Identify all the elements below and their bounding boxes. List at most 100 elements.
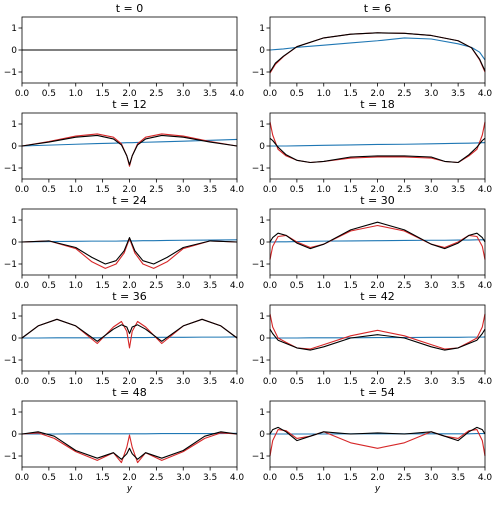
x-tick-label: 2.0: [122, 377, 137, 387]
y-tick-label: 0: [259, 334, 265, 344]
y-tick-label: 0: [11, 334, 17, 344]
x-tick-label: 1.0: [317, 185, 332, 195]
series-line-red: [269, 313, 486, 350]
x-tick-label: 3.0: [176, 473, 191, 483]
x-tick-label: 3.5: [203, 377, 217, 387]
x-tick-label: 2.5: [397, 473, 411, 483]
x-tick-label: 4.0: [230, 281, 245, 291]
y-tick-label: 0: [259, 430, 265, 440]
x-tick-label: 0.5: [42, 377, 56, 387]
y-tick-label: 0: [11, 46, 17, 56]
y-tick-label: −1: [4, 452, 17, 462]
y-tick-label: −1: [4, 68, 17, 78]
subplot-title: t = 0: [116, 2, 144, 15]
x-tick-label: 0.5: [290, 281, 304, 291]
x-tick-label: 2.0: [122, 281, 137, 291]
x-tick-label: 2.0: [122, 473, 137, 483]
axes-frame: [269, 16, 486, 84]
subplot-title: t = 42: [360, 290, 395, 303]
x-tick-label: 0.0: [15, 89, 30, 99]
x-tick-label: 0.0: [263, 281, 278, 291]
series-line-blue: [22, 432, 238, 435]
x-tick-label: 1.5: [343, 377, 357, 387]
x-tick-label: 2.5: [397, 281, 411, 291]
x-tick-label: 0.5: [42, 89, 56, 99]
subplot-title: t = 36: [112, 290, 147, 303]
x-tick-label: 1.0: [69, 89, 84, 99]
x-tick-label: 2.5: [397, 185, 411, 195]
x-tick-label: 3.5: [203, 281, 217, 291]
x-tick-label: 2.0: [122, 185, 137, 195]
y-tick-label: −1: [4, 356, 17, 366]
x-tick-label: 0.5: [290, 377, 304, 387]
x-tick-label: 3.0: [424, 89, 439, 99]
x-tick-label: 2.5: [149, 281, 163, 291]
x-tick-label: 1.0: [317, 473, 332, 483]
x-tick-label: 1.5: [95, 473, 109, 483]
y-tick-label: 1: [259, 216, 265, 226]
series-line-blue: [270, 336, 486, 339]
subplot: t = 0 0.0 0.5 1.0 1.5 2.0 2.5 3.0 3.5 4.0 −1 0 1: [4, 2, 245, 99]
x-tick-label: 3.5: [451, 377, 465, 387]
x-tick-label: 3.5: [451, 473, 465, 483]
x-tick-label: 2.0: [370, 89, 385, 99]
series-line-blue: [270, 239, 485, 243]
x-tick-label: 3.5: [203, 473, 217, 483]
x-tick-label: 1.0: [69, 281, 84, 291]
x-tick-label: 3.0: [176, 89, 191, 99]
x-tick-label: 1.5: [95, 89, 109, 99]
x-tick-label: 3.5: [451, 281, 465, 291]
x-tick-label: 0.5: [290, 473, 304, 483]
y-tick-label: 0: [259, 238, 265, 248]
y-tick-label: 1: [259, 120, 265, 130]
y-tick-label: 1: [11, 120, 17, 130]
x-tick-label: 0.5: [290, 185, 304, 195]
series-line-red: [21, 133, 238, 167]
y-tick-label: −1: [4, 260, 17, 270]
x-tick-label: 0.5: [290, 89, 304, 99]
x-tick-label: 4.0: [478, 473, 493, 483]
x-axis-label: y: [126, 484, 133, 494]
x-tick-label: 0.5: [42, 185, 56, 195]
x-tick-label: 0.0: [15, 377, 30, 387]
x-tick-label: 4.0: [478, 377, 493, 387]
x-tick-label: 0.5: [42, 281, 56, 291]
y-tick-label: −1: [252, 356, 265, 366]
subplot: t = 12 0.0 0.5 1.0 1.5 2.0 2.5 3.0 3.5 4.0 −1 0 1: [4, 98, 245, 195]
subplot-title: t = 6: [364, 2, 392, 15]
y-tick-label: 1: [259, 408, 265, 418]
x-tick-label: 2.5: [149, 473, 163, 483]
y-tick-label: 0: [11, 238, 17, 248]
x-tick-label: 3.5: [451, 89, 465, 99]
x-tick-label: 1.5: [343, 473, 357, 483]
series-line-blue: [269, 37, 486, 61]
x-tick-label: 2.0: [122, 89, 137, 99]
series-line-blue: [22, 336, 238, 339]
subplot: t = 48 0.0 0.5 1.0 1.5 2.0 2.5 3.0 3.5 4.0 −1 0 1 y: [4, 386, 245, 494]
series-line-red: [269, 32, 486, 74]
series-line-black: [269, 32, 486, 73]
y-tick-label: −1: [252, 68, 265, 78]
y-tick-label: 1: [259, 24, 265, 34]
series-line-black: [269, 137, 486, 164]
y-tick-label: 0: [259, 142, 265, 152]
x-tick-label: 4.0: [478, 185, 493, 195]
series-line-black: [269, 328, 486, 351]
series-line-red: [21, 238, 238, 269]
x-tick-label: 0.0: [263, 185, 278, 195]
subplot-title: t = 54: [360, 386, 395, 399]
subplot-title: t = 24: [112, 194, 147, 207]
x-tick-label: 2.0: [370, 377, 385, 387]
series-line-blue: [270, 142, 485, 147]
series-line-black: [269, 426, 486, 442]
x-tick-label: 0.5: [42, 473, 56, 483]
subplot: t = 42 0.0 0.5 1.0 1.5 2.0 2.5 3.0 3.5 4.0 −1 0 1: [252, 290, 493, 387]
x-tick-label: 3.5: [451, 185, 465, 195]
x-tick-label: 1.5: [95, 185, 109, 195]
y-tick-label: 1: [259, 312, 265, 322]
x-tick-label: 1.0: [317, 89, 332, 99]
x-tick-label: 3.5: [203, 89, 217, 99]
x-tick-label: 1.0: [317, 377, 332, 387]
x-tick-label: 1.5: [95, 377, 109, 387]
